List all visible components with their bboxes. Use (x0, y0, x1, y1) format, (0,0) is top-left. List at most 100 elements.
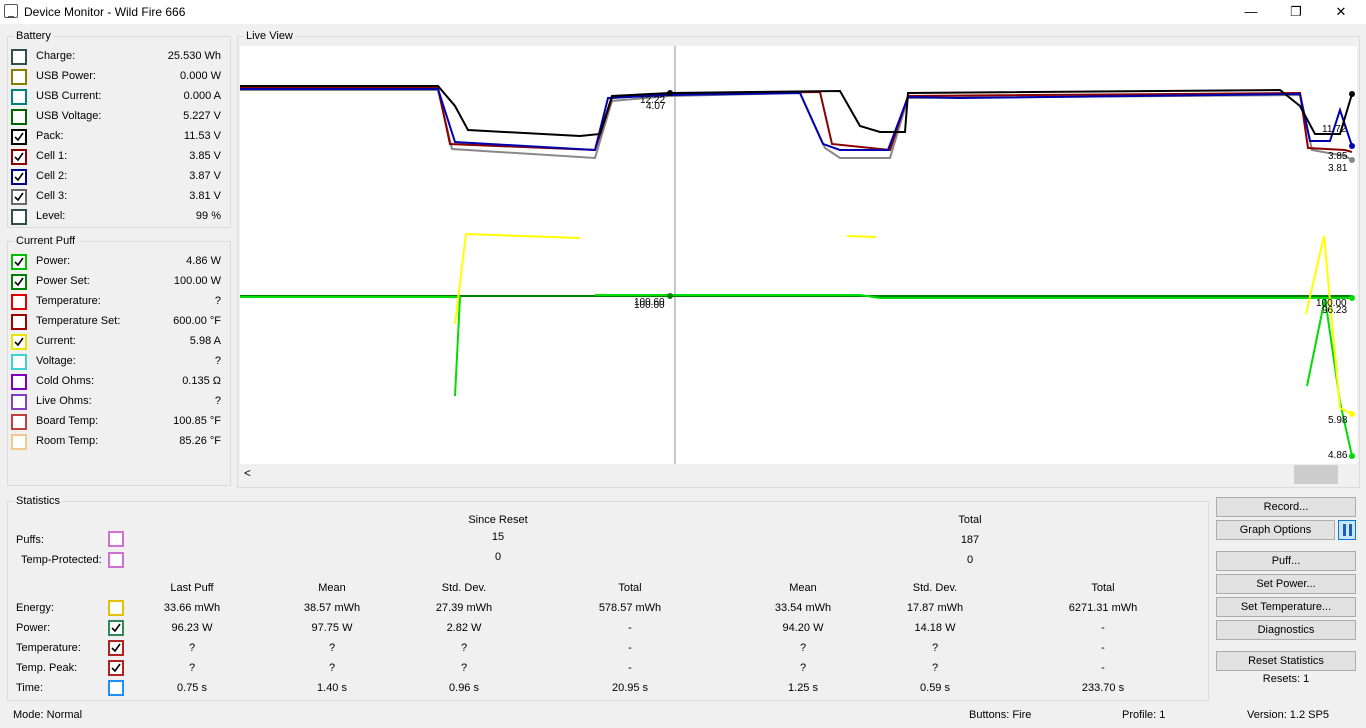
stats-cell: ? (328, 662, 336, 674)
series-label: Voltage: (36, 355, 76, 367)
temp-protected-total: 0 (966, 554, 974, 566)
power-series-2 (595, 294, 1352, 299)
series-value: 0.000 W (180, 70, 221, 82)
puffs-checkbox[interactable] (108, 531, 124, 547)
pause-button[interactable] (1338, 520, 1356, 540)
series-value: 3.85 V (189, 150, 221, 162)
puff-button[interactable]: Puff... (1216, 551, 1356, 571)
series-checkbox[interactable] (11, 334, 27, 350)
stats-cell: ? (931, 642, 939, 654)
title-bar: Device Monitor - Wild Fire 666 — ❐ ✕ (0, 0, 1366, 24)
stats-cell: ? (799, 642, 807, 654)
series-label: Live Ohms: (36, 395, 92, 407)
current-puff-group (7, 241, 231, 486)
chart-label: 100.00 (1316, 298, 1347, 309)
stats-cell: 94.20 W (782, 622, 824, 634)
stats-row-checkbox[interactable] (108, 660, 124, 676)
resets-count: Resets: 1 (1262, 673, 1310, 685)
status-profile: Profile: 1 (1122, 709, 1166, 721)
series-label: Cell 1: (36, 150, 68, 162)
status-buttons: Buttons: Fire (969, 709, 1032, 721)
graph-options-button[interactable]: Graph Options (1216, 520, 1335, 540)
scroll-left-arrow-icon[interactable]: < (244, 466, 252, 480)
series-checkbox[interactable] (11, 109, 27, 125)
close-button[interactable]: ✕ (1335, 4, 1347, 19)
current-series-3 (1305, 235, 1353, 415)
cell3-series (240, 89, 1353, 161)
temp-protected-checkbox[interactable] (108, 552, 124, 568)
set-temperature-button[interactable]: Set Temperature... (1216, 597, 1356, 617)
stats-cell: 233.70 s (1081, 682, 1125, 694)
stats-row-checkbox[interactable] (108, 600, 124, 616)
series-checkbox[interactable] (11, 294, 27, 310)
chart-label: 100.60 (634, 297, 665, 308)
stats-cell: 1.25 s (788, 682, 818, 694)
series-label: USB Power: (36, 70, 96, 82)
stats-row-checkbox[interactable] (108, 640, 124, 656)
stats-column-header: Total (618, 582, 642, 594)
stats-cell: - (1101, 662, 1105, 674)
puffs-since: 15 (491, 531, 505, 543)
series-checkbox[interactable] (11, 254, 27, 270)
series-label: Power Set: (36, 275, 90, 287)
series-checkbox[interactable] (11, 49, 27, 65)
series-label: Board Temp: (36, 415, 99, 427)
marker-power-end (1349, 295, 1355, 301)
series-checkbox[interactable] (11, 129, 27, 145)
scrollbar-thumb[interactable] (1294, 465, 1338, 484)
live-view-scrollbar[interactable]: < (240, 464, 1357, 485)
series-value: 3.87 V (189, 170, 221, 182)
series-checkbox[interactable] (11, 149, 27, 165)
series-label: Cell 3: (36, 190, 68, 202)
record-button[interactable]: Record... (1216, 497, 1356, 517)
series-label: Cold Ohms: (36, 375, 95, 387)
battery-group (7, 36, 231, 228)
series-value: ? (214, 395, 221, 407)
series-checkbox[interactable] (11, 89, 27, 105)
chart-label: 12.22 (640, 95, 666, 106)
stats-cell: - (628, 642, 632, 654)
series-label: Charge: (36, 50, 76, 62)
series-checkbox[interactable] (11, 434, 27, 450)
series-label: Pack: (36, 130, 64, 142)
series-checkbox[interactable] (11, 354, 27, 370)
series-checkbox[interactable] (11, 314, 27, 330)
maximize-button[interactable]: ❐ (1290, 4, 1302, 19)
series-checkbox[interactable] (11, 209, 27, 225)
chart-label: 4.86 (1328, 450, 1348, 461)
stats-cell: ? (328, 642, 336, 654)
series-checkbox[interactable] (11, 394, 27, 410)
stats-row-checkbox[interactable] (108, 620, 124, 636)
chart-label: 4.07 (646, 101, 666, 112)
stats-column-header: Mean (789, 582, 817, 594)
series-checkbox[interactable] (11, 69, 27, 85)
series-checkbox[interactable] (11, 189, 27, 205)
stats-row-label: Temperature: (16, 642, 81, 654)
series-value: 5.227 V (183, 110, 221, 122)
stats-column-header: Mean (318, 582, 346, 594)
diagnostics-button[interactable]: Diagnostics (1216, 620, 1356, 640)
series-checkbox[interactable] (11, 274, 27, 290)
series-value: 0.135 Ω (182, 375, 221, 387)
series-checkbox[interactable] (11, 414, 27, 430)
live-view-group (237, 36, 1360, 488)
temp-protected-since: 0 (494, 551, 502, 563)
pause-icon-bar (1349, 524, 1352, 536)
monitor-icon (4, 4, 18, 18)
minimize-button[interactable]: — (1244, 4, 1258, 19)
power-series-3 (1306, 297, 1353, 457)
series-label: Temperature: (36, 295, 101, 307)
stats-row-checkbox[interactable] (108, 680, 124, 696)
stats-cell: 2.82 W (446, 622, 482, 634)
live-view-chart[interactable] (240, 46, 1357, 464)
series-checkbox[interactable] (11, 374, 27, 390)
set-power-button[interactable]: Set Power... (1216, 574, 1356, 594)
series-label: Cell 2: (36, 170, 68, 182)
chart-label: 100.00 (634, 300, 665, 311)
reset-statistics-button[interactable]: Reset Statistics (1216, 651, 1356, 671)
live-view-title: Live View (244, 30, 295, 42)
stats-cell: 1.40 s (317, 682, 347, 694)
series-checkbox[interactable] (11, 169, 27, 185)
series-label: Temperature Set: (36, 315, 121, 327)
stats-cell: 14.18 W (914, 622, 956, 634)
